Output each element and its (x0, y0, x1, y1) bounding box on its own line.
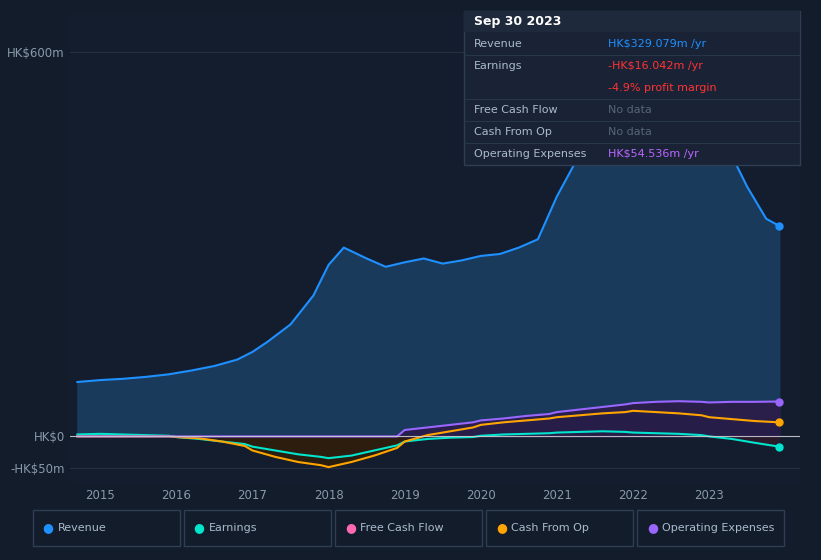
Text: ●: ● (43, 521, 53, 534)
Text: Cash From Op: Cash From Op (511, 523, 589, 533)
Text: No data: No data (608, 127, 651, 137)
Text: HK$329.079m /yr: HK$329.079m /yr (608, 39, 706, 49)
Text: ●: ● (194, 521, 204, 534)
Text: Earnings: Earnings (209, 523, 257, 533)
Text: ●: ● (345, 521, 355, 534)
Text: Sep 30 2023: Sep 30 2023 (474, 15, 561, 29)
Text: ●: ● (647, 521, 658, 534)
Text: Cash From Op: Cash From Op (474, 127, 552, 137)
Text: No data: No data (608, 105, 651, 115)
Text: -4.9% profit margin: -4.9% profit margin (608, 83, 716, 93)
Text: Operating Expenses: Operating Expenses (662, 523, 774, 533)
Text: Revenue: Revenue (474, 39, 522, 49)
Text: Free Cash Flow: Free Cash Flow (474, 105, 557, 115)
Text: HK$54.536m /yr: HK$54.536m /yr (608, 149, 699, 159)
Text: Earnings: Earnings (474, 60, 522, 71)
Text: -HK$16.042m /yr: -HK$16.042m /yr (608, 60, 703, 71)
Text: ●: ● (496, 521, 507, 534)
Text: Revenue: Revenue (57, 523, 106, 533)
Text: Operating Expenses: Operating Expenses (474, 149, 586, 159)
Text: Free Cash Flow: Free Cash Flow (360, 523, 443, 533)
